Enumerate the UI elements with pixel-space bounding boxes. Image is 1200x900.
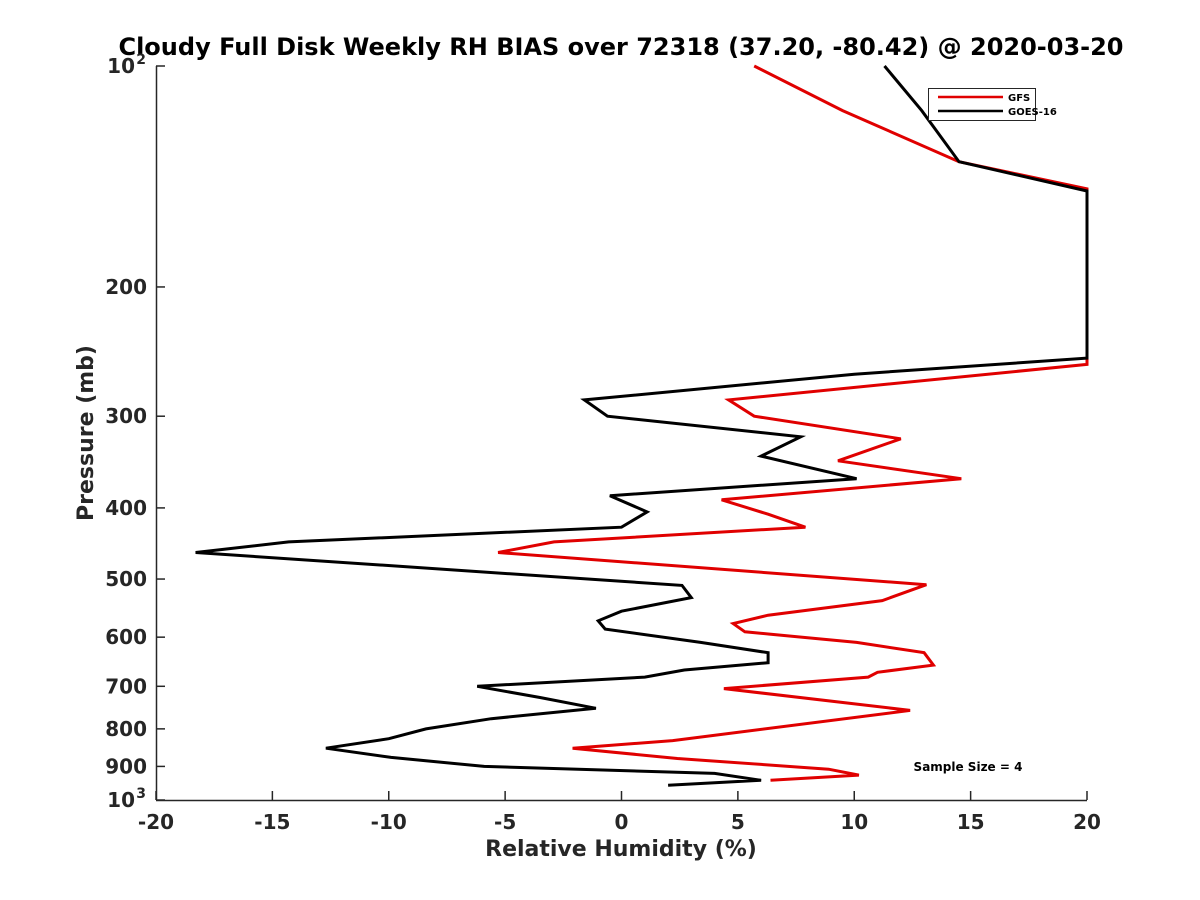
y-tick-label: 200: [105, 275, 147, 299]
chart-title: Cloudy Full Disk Weekly RH BIAS over 723…: [118, 33, 1123, 61]
legend-label-gfs: GFS: [1008, 93, 1030, 104]
y-tick-label: 10: [107, 54, 135, 78]
x-tick-label: -15: [254, 810, 290, 834]
sample-size-annotation: Sample Size = 4: [914, 760, 1023, 774]
y-tick-label: 300: [105, 404, 147, 428]
y-tick-exponent: 3: [136, 786, 146, 802]
series-layer: [195, 64, 1089, 787]
x-tick-label: 20: [1073, 810, 1101, 834]
y-tick-label: 600: [105, 625, 147, 649]
x-tick-label: -10: [371, 810, 407, 834]
x-ticks: -20 -15 -10 -5 0 5 10 15 20: [138, 791, 1101, 834]
x-tick-label: 5: [731, 810, 745, 834]
y-axis-label: Pressure (mb): [74, 345, 99, 521]
x-tick-label: 10: [840, 810, 868, 834]
y-tick-label: 10: [107, 788, 135, 812]
y-tick-label: 800: [105, 717, 147, 741]
x-tick-label: 15: [957, 810, 985, 834]
x-tick-label: 0: [615, 810, 629, 834]
legend: GFS GOES-16: [928, 88, 1057, 121]
x-axis-label: Relative Humidity (%): [485, 837, 757, 862]
x-tick-label: -20: [138, 810, 174, 834]
legend-box: [928, 88, 1036, 121]
series-line-gfs: [497, 64, 1089, 782]
legend-label-goes16: GOES-16: [1008, 107, 1057, 118]
series-line-goes16: [195, 65, 1089, 787]
y-tick-label: 700: [105, 674, 147, 698]
y-tick-label: 500: [105, 567, 147, 591]
y-tick-exponent: 2: [136, 52, 146, 68]
y-tick-label: 400: [105, 496, 147, 520]
y-tick-label: 900: [105, 754, 147, 778]
x-tick-label: -5: [494, 810, 516, 834]
axes-layer: [155, 66, 1087, 802]
